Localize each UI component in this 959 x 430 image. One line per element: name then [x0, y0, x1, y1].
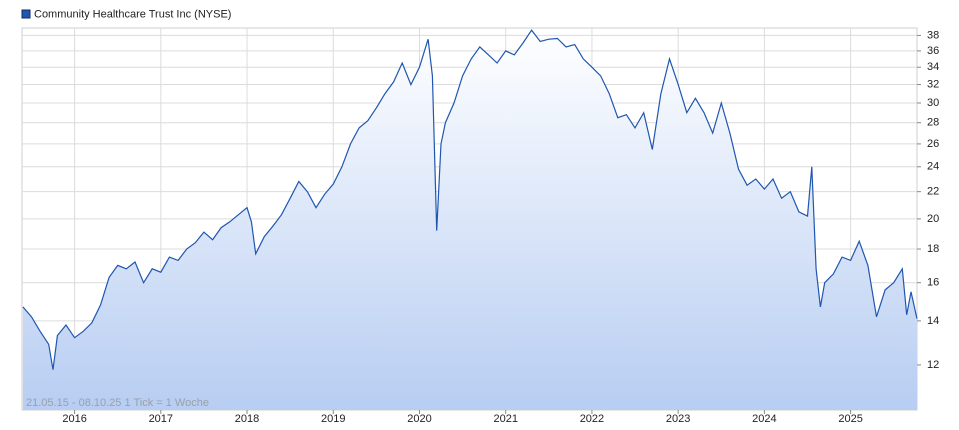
- x-tick-label: 2022: [580, 413, 604, 425]
- x-tick-label: 2024: [752, 413, 776, 425]
- y-tick-label: 36: [927, 45, 939, 57]
- y-tick-label: 32: [927, 78, 939, 90]
- x-tick-label: 2021: [493, 413, 517, 425]
- y-tick-label: 28: [927, 117, 939, 129]
- y-tick-label: 16: [927, 277, 939, 289]
- x-tick-label: 2019: [321, 413, 345, 425]
- y-tick-label: 24: [927, 161, 939, 173]
- x-tick-label: 2023: [666, 413, 690, 425]
- area: [22, 30, 917, 410]
- x-tick-label: 2017: [149, 413, 173, 425]
- y-tick-label: 26: [927, 138, 939, 150]
- x-tick-label: 2016: [62, 413, 86, 425]
- y-tick-label: 38: [927, 29, 939, 41]
- y-tick-label: 12: [927, 359, 939, 371]
- y-tick-label: 22: [927, 186, 939, 198]
- y-tick-label: 30: [927, 97, 939, 109]
- y-tick-label: 34: [927, 61, 939, 73]
- annotation: 21.05.15 - 08.10.25 1 Tick = 1 Woche: [26, 397, 209, 409]
- x-tick-label: 2020: [407, 413, 431, 425]
- x-tick-label: 2018: [235, 413, 259, 425]
- y-tick-label: 20: [927, 213, 939, 225]
- price-line: [22, 29, 918, 370]
- y-tick-label: 18: [927, 243, 939, 255]
- legend-swatch: [21, 9, 31, 19]
- x-tick-label: 2025: [838, 413, 862, 425]
- legend-label: Community Healthcare Trust Inc (NYSE): [34, 8, 231, 20]
- y-tick-label: 14: [927, 315, 939, 327]
